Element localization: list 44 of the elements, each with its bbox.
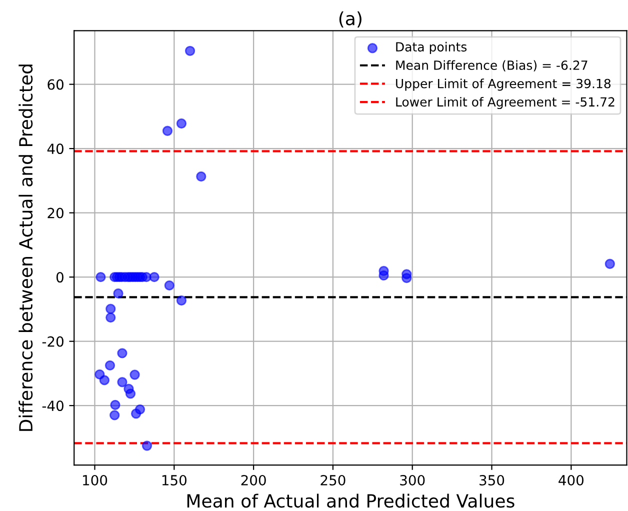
x-tick-label: 250 <box>320 474 346 486</box>
x-tick-label: 150 <box>162 474 186 486</box>
x-axis-title: Mean of Actual and Predicted Values <box>187 494 514 508</box>
point <box>113 288 124 299</box>
point <box>149 272 160 282</box>
point <box>184 46 196 56</box>
x-tick-label: 400 <box>558 474 584 486</box>
y-tick-label: 60 <box>48 79 64 90</box>
point <box>104 360 116 371</box>
y-tick-label: 0 <box>56 272 64 283</box>
x-tick-label: 350 <box>480 474 504 486</box>
point <box>110 400 120 410</box>
x-tick-label: 200 <box>241 474 266 486</box>
y-tick-label: 20 <box>48 208 64 218</box>
point <box>164 280 174 291</box>
point <box>176 118 187 129</box>
point <box>196 171 206 182</box>
point <box>378 270 389 281</box>
point <box>106 304 116 314</box>
point <box>142 440 152 451</box>
point <box>110 410 120 420</box>
y-tick-label: -20 <box>42 336 64 347</box>
point <box>176 295 187 306</box>
point <box>604 258 615 269</box>
legend-label: Data points <box>396 42 467 54</box>
point <box>130 408 142 419</box>
point <box>117 377 128 388</box>
x-tick-label: 100 <box>83 474 108 486</box>
x-tick-label: 300 <box>400 474 425 486</box>
chart-title: (a) <box>339 11 362 28</box>
point <box>125 388 136 399</box>
point <box>402 272 412 284</box>
point <box>99 375 110 386</box>
point <box>162 126 173 136</box>
y-tick-label: 40 <box>47 144 64 154</box>
point <box>117 348 128 358</box>
legend-label: Upper Limit of Agreement = 39.18 <box>396 78 611 91</box>
legend-label: Lower Limit of Agreement = -51.72 <box>396 96 614 110</box>
point <box>106 312 116 323</box>
y-axis-title: Difference between Actual and Predicted <box>18 64 33 431</box>
y-tick-label: -40 <box>42 400 64 412</box>
point <box>130 370 140 380</box>
point <box>96 272 106 282</box>
legend-label: Mean Difference (Bias) = -6.27 <box>396 60 588 72</box>
